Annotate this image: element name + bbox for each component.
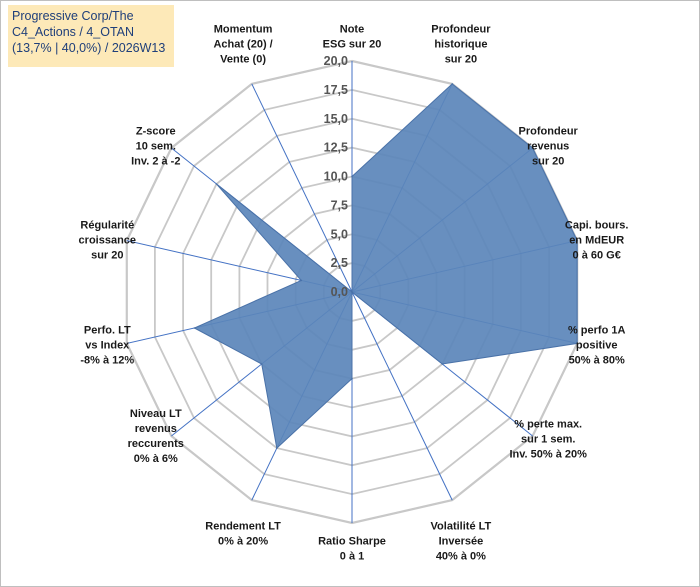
axis-label-line: Profondeur: [431, 23, 491, 35]
axis-label-line: Profondeur: [519, 125, 579, 137]
series-point: [451, 83, 454, 85]
axis-label-line: 10 sem.: [136, 140, 176, 152]
axis-label: Profondeur revenus sur 20: [519, 125, 579, 167]
axis-label-line: Achat (20) /: [213, 38, 272, 50]
axis-label: Ratio Sharpe 0 à 1: [318, 536, 386, 563]
axis-label: Niveau LT revenus reccurents 0% à 6%: [128, 408, 184, 465]
axis-label-line: Rendement LT: [205, 521, 281, 533]
axis-label-line: Ratio Sharpe: [318, 536, 386, 548]
axis-label-line: Perfo. LT: [84, 324, 131, 336]
series-point: [300, 279, 303, 282]
axis-label-line: Capi. bours.: [565, 220, 629, 232]
axis-label-line: sur 20: [445, 53, 477, 65]
series-point: [531, 147, 534, 149]
tick-label: 20,0: [324, 54, 348, 68]
axis-label-line: Momentum: [214, 23, 273, 35]
series-point: [576, 342, 578, 345]
axis-label-line: revenus: [527, 140, 569, 152]
radar-axis-labels: Note ESG sur 20 Profondeur historique sur 20…: [79, 23, 629, 562]
axis-label-line: Note: [340, 24, 364, 36]
axis-label-line: reccurents: [128, 438, 184, 450]
axis-spoke: [251, 83, 353, 293]
chart-title-line-3: (13,7% | 40,0%) / 2026W13: [12, 41, 166, 55]
chart-title-line-2: C4_Actions / 4_OTAN: [12, 25, 135, 39]
series-point: [260, 363, 263, 365]
series-point: [441, 363, 444, 365]
radar-series: [193, 83, 578, 450]
tick-label: 7,5: [331, 198, 348, 212]
axis-label: % perfo 1A positive 50% à 80%: [568, 324, 626, 366]
axis-label: Momentum Achat (20) / Vente (0): [213, 23, 272, 65]
axis-label-line: ESG sur 20: [323, 39, 382, 51]
series-point: [351, 175, 353, 178]
axis-label-line: Vente (0): [220, 53, 266, 65]
axis-label-line: vs Index: [85, 339, 130, 351]
axis-label: Z-score 10 sem. Inv. 2 à -2: [131, 125, 180, 167]
tick-label: 2,5: [331, 256, 348, 270]
axis-label-line: sur 1 sem.: [521, 434, 575, 446]
axis-label-line: positive: [576, 339, 618, 351]
axis-label-line: croissance: [79, 235, 136, 247]
axis-label-line: Volatilité LT: [431, 521, 492, 533]
tick-label: 0,0: [331, 285, 348, 299]
axis-label: % perte max. sur 1 sem. Inv. 50% à 20%: [509, 419, 587, 461]
radar-tick-labels: 0,0 2,5 5,0 7,5 10,0 12,5 15,0 17,5 20,0: [324, 54, 348, 299]
tick-label: 10,0: [324, 170, 348, 184]
axis-label-line: Inv. 50% à 20%: [509, 449, 587, 461]
series-point: [276, 447, 278, 449]
series-area: [193, 83, 578, 450]
axis-label: Rendement LT 0% à 20%: [205, 521, 281, 548]
series-point: [351, 291, 353, 293]
tick-label: 15,0: [324, 112, 348, 126]
series-point: [193, 327, 196, 329]
axis-label-line: -8% à 12%: [80, 354, 134, 366]
axis-label-line: sur 20: [532, 155, 564, 167]
axis-label: Volatilité LT Inversée 40% à 0%: [431, 521, 492, 563]
axis-label: Capi. bours. en MdEUR 0 à 60 G€: [565, 220, 629, 262]
axis-label-line: 0% à 6%: [134, 453, 178, 465]
axis-label-line: Inv. 2 à -2: [131, 155, 180, 167]
axis-label-line: en MdEUR: [569, 235, 624, 247]
axis-label: Régularité croissance sur 20: [79, 220, 136, 262]
axis-label-line: historique: [434, 38, 487, 50]
axis-label-line: Niveau LT: [130, 408, 182, 420]
axis-label-line: sur 20: [91, 250, 123, 262]
axis-label-line: Inversée: [439, 536, 484, 548]
axis-label-line: 40% à 0%: [436, 551, 486, 563]
axis-label-line: Régularité: [80, 220, 134, 232]
axis-label: Note ESG sur 20: [323, 24, 382, 51]
chart-title-box: Progressive Corp/The C4_Actions / 4_OTAN…: [8, 5, 174, 67]
axis-label: Profondeur historique sur 20: [431, 23, 491, 65]
axis-label-line: revenus: [135, 423, 177, 435]
axis-label-line: Z-score: [136, 125, 176, 137]
chart-title-line-1: Progressive Corp/The: [12, 9, 134, 23]
axis-label-line: 50% à 80%: [569, 354, 625, 366]
tick-label: 12,5: [324, 141, 348, 155]
series-point: [576, 239, 578, 242]
axis-label-line: 0% à 20%: [218, 536, 268, 548]
tick-label: 5,0: [331, 227, 348, 241]
series-point: [351, 377, 353, 380]
axis-label: Perfo. LT vs Index -8% à 12%: [80, 324, 134, 366]
axis-label-line: % perfo 1A: [568, 324, 626, 336]
axis-spoke: [351, 291, 453, 501]
axis-label-line: % perte max.: [514, 419, 582, 431]
series-point: [215, 183, 218, 185]
axis-label-line: 0 à 1: [340, 551, 364, 563]
tick-label: 17,5: [324, 83, 348, 97]
axis-label-line: 0 à 60 G€: [573, 250, 621, 262]
